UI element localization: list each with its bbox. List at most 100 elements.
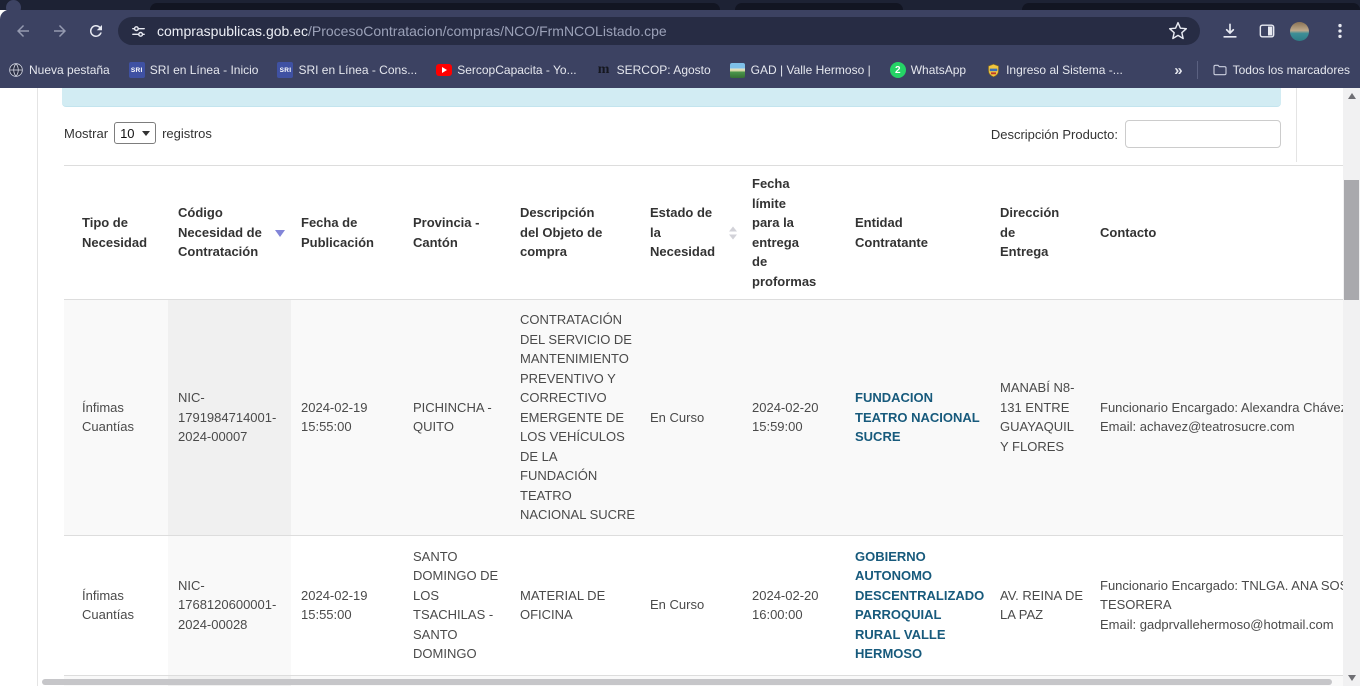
cell-text: DEL SERVICIO DE [520,331,632,347]
bookmark-label: WhatsApp [910,63,967,77]
page-size-value: 10 [120,125,135,141]
cell-text: 2024-02-19 [301,587,368,603]
cell-text: PICHINCHA - [413,399,492,415]
cell-contacto: Funcionario Encargado: TNLGA. ANA SOSA TE… [1090,535,1360,676]
bookmark-sri-en-l-nea-cons[interactable]: SRI SRI en Línea - Cons... [277,62,417,78]
profile-avatar[interactable] [1290,22,1309,41]
cell-text: PARROQUIAL [855,607,942,622]
bookmark-ingreso-al-sistema[interactable]: Ingreso al Sistema -... [985,62,1123,78]
cell-text: RURAL VALLE [855,626,946,642]
show-label: Mostrar [64,125,109,141]
col-header-tipo[interactable]: Tipo de Necesidad [64,165,168,300]
bookmark-sri-en-l-nea-inicio[interactable]: SRI SRI en Línea - Inicio [128,62,258,78]
cell-estado: En Curso [640,299,742,536]
cell-text: 15:59:00 [752,419,803,435]
col-header-descripcion[interactable]: Descripción del Objeto de compra [510,165,640,300]
cell-text: FUNDACION [855,390,933,405]
col-header-fecha_limite[interactable]: Fecha límite para la entrega de proformas [742,165,845,300]
col-header-codigo[interactable]: Código Necesidad de Contratación [168,165,291,300]
cell-text: HERMOSO [855,646,923,661]
bookmark-nueva-pesta-a[interactable]: Nueva pestaña [8,62,110,78]
bookmark-sercop-agosto[interactable]: m SERCOP: Agosto [596,62,711,78]
cell-text: SUCRE [855,429,901,444]
cell-text: SANTO [413,626,458,642]
header-text: Fecha [752,176,790,191]
cell-provincia: PICHINCHA - QUITO [403,299,510,536]
entidad-link[interactable]: FUNDACION TEATRO NACIONAL SUCRE [855,388,980,447]
cell-text: GOBIERNO [855,548,926,564]
reload-icon[interactable] [87,22,105,40]
col-header-entidad[interactable]: Entidad Contratante [845,165,990,300]
download-icon[interactable] [1220,21,1240,41]
cell-direccion: MANABÍ N8- 131 ENTRE GUAYAQUIL Y FLORES [990,299,1090,536]
browser-toolbar: compraspublicas.gob.ec/ProcesoContrataci… [0,10,1360,52]
cell-direccion: AV. REINA DE LA PAZ [990,535,1090,676]
page-size-select[interactable]: 10 [114,122,157,144]
header-text: Necesidad de [178,224,262,240]
vertical-scrollbar-thumb[interactable] [1344,180,1359,300]
cell-entidad: FUNDACION TEATRO NACIONAL SUCRE [845,299,990,536]
tab-outline [735,3,903,10]
header-text: Dirección [1000,205,1060,221]
cell-text: 1791984714001- [178,409,277,425]
bookmark-whatsapp[interactable]: 2 WhatsApp [889,62,967,78]
cell-text: Funcionario Encargado: Alexandra Chávez [1100,399,1348,415]
product-filter-input[interactable] [1125,120,1281,148]
cell-text: AV. REINA DE [1000,587,1084,603]
cell-text: FUNDACIÓN [520,468,598,483]
sri-icon: SRI [277,62,294,78]
header-text: límite [752,195,786,211]
back-icon[interactable] [14,22,32,40]
bookmark-sercopcapacita-yo[interactable]: SercopCapacita - Yo... [436,62,577,78]
cell-text: CONTRATACIÓN [520,312,623,327]
cell-text: TSACHILAS - [413,607,494,622]
horizontal-scrollbar-thumb[interactable] [42,679,1332,685]
bookmark-gad-valle-hermoso[interactable]: GAD | Valle Hermoso | [730,62,871,78]
cell-text: Ínfimas [82,399,124,415]
header-text: Publicación [301,234,374,250]
cell-text: 131 ENTRE [1000,399,1070,415]
cell-text: AUTONOMO [855,568,933,583]
bookmark-label: Ingreso al Sistema -... [1006,63,1123,77]
scroll-down-button[interactable] [1343,670,1360,686]
col-header-estado[interactable]: Estado de la Necesidad [640,165,742,300]
bookmark-label: GAD | Valle Hermoso | [750,63,871,77]
side-panel-icon[interactable] [1257,21,1277,41]
results-table: Tipo de Necesidad Código Necesidad de Contra… [64,165,1360,686]
cell-text: TEATRO [520,487,572,503]
tab-outline [150,3,720,10]
header-text: de [752,254,768,269]
star-icon[interactable] [1168,21,1188,41]
col-header-fecha_publicacion[interactable]: Fecha de Publicación [291,165,403,300]
forward-icon[interactable] [51,22,69,40]
header-text: Provincia - [413,215,480,230]
globe-icon [8,62,24,78]
divider [1196,61,1198,79]
all-bookmarks-button[interactable]: Todos los marcadores [1212,62,1350,78]
entidad-link[interactable]: GOBIERNO AUTONOMO DESCENTRALIZADO PARROQUIA… [855,547,984,664]
col-header-direccion[interactable]: Dirección de Entrega [990,165,1090,300]
scroll-up-button[interactable] [1343,88,1360,104]
cell-text: Email: achavez@teatrosucre.com [1100,419,1295,435]
cell-text: LOS [413,587,440,603]
cell-entidad: GOBIERNO AUTONOMO DESCENTRALIZADO PARROQUIA… [845,535,990,676]
page-length-control: Mostrar 10 registros [64,122,212,144]
results-table-wrap: Tipo de Necesidad Código Necesidad de Contra… [64,165,1360,686]
cell-text: Funcionario Encargado: TNLGA. ANA SOSA [1100,577,1358,593]
cell-text: 2024-00028 [178,616,248,632]
cell-text: Email: gadprvallehermoso@hotmail.com [1100,616,1334,632]
col-header-provincia[interactable]: Provincia - Cantón [403,165,510,300]
site-settings-icon[interactable] [130,23,147,40]
cell-contacto: Funcionario Encargado: Alexandra Chávez E… [1090,299,1360,536]
cell-text: 1768120600001- [178,597,277,613]
menu-icon[interactable] [1330,21,1350,41]
header-text: Fecha de [301,215,358,230]
cell-text: MANABÍ N8- [1000,380,1075,396]
cell-text: 2024-02-20 [752,587,819,603]
cell-text: CORRECTIVO [520,390,607,405]
page-content: Mostrar 10 registros Descripción Product… [0,88,1360,686]
address-bar[interactable]: compraspublicas.gob.ec/ProcesoContrataci… [118,17,1200,45]
col-header-contacto[interactable]: Contacto [1090,165,1360,300]
bookmarks-overflow-button[interactable]: » [1174,61,1183,79]
cell-text: PREVENTIVO Y [520,370,616,386]
